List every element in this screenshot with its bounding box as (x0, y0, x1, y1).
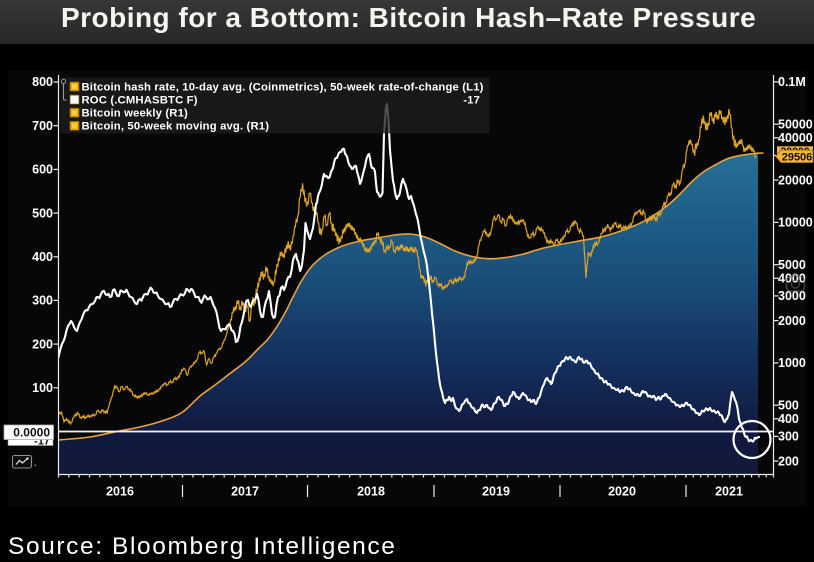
svg-text:Bitcoin hash rate, 10-day avg.: Bitcoin hash rate, 10-day avg. (Coinmetr… (82, 81, 484, 93)
svg-text:2016: 2016 (106, 485, 134, 499)
svg-text:700: 700 (32, 119, 53, 133)
svg-text:300: 300 (778, 430, 799, 444)
svg-text:29506: 29506 (782, 152, 813, 164)
svg-text:10000: 10000 (778, 216, 813, 230)
svg-text:2019: 2019 (482, 485, 510, 499)
svg-text:Bitcoin, 50-week moving avg. (: Bitcoin, 50-week moving avg. (R1) (82, 121, 270, 133)
svg-text:500: 500 (778, 398, 799, 412)
svg-text:5000: 5000 (778, 258, 806, 272)
svg-text:2017: 2017 (231, 485, 259, 499)
svg-text:400: 400 (32, 250, 53, 264)
svg-text:500: 500 (32, 206, 53, 220)
svg-text:0.1M: 0.1M (778, 75, 806, 89)
svg-text:40000: 40000 (778, 131, 813, 145)
svg-text:800: 800 (32, 75, 53, 89)
svg-text:-17: -17 (463, 94, 480, 106)
svg-text:”: ” (803, 261, 806, 270)
svg-text:50000: 50000 (778, 117, 813, 131)
svg-text:200: 200 (778, 454, 799, 468)
svg-text:1000: 1000 (778, 356, 806, 370)
svg-text:2000: 2000 (778, 314, 806, 328)
svg-text:Bitcoin weekly (R1): Bitcoin weekly (R1) (82, 108, 189, 120)
svg-text:400: 400 (778, 412, 799, 426)
svg-text:3000: 3000 (778, 289, 806, 303)
svg-text:600: 600 (32, 163, 53, 177)
svg-text:2018: 2018 (357, 485, 385, 499)
svg-text:300: 300 (32, 294, 53, 308)
svg-text:20000: 20000 (778, 173, 813, 187)
svg-text:100: 100 (32, 381, 53, 395)
svg-text:200: 200 (32, 337, 53, 351)
svg-text:ROC (.CMHASBTC F): ROC (.CMHASBTC F) (82, 94, 198, 106)
svg-text:2021: 2021 (715, 485, 743, 499)
svg-text:0.0000: 0.0000 (13, 426, 50, 440)
svg-text:2020: 2020 (608, 485, 636, 499)
